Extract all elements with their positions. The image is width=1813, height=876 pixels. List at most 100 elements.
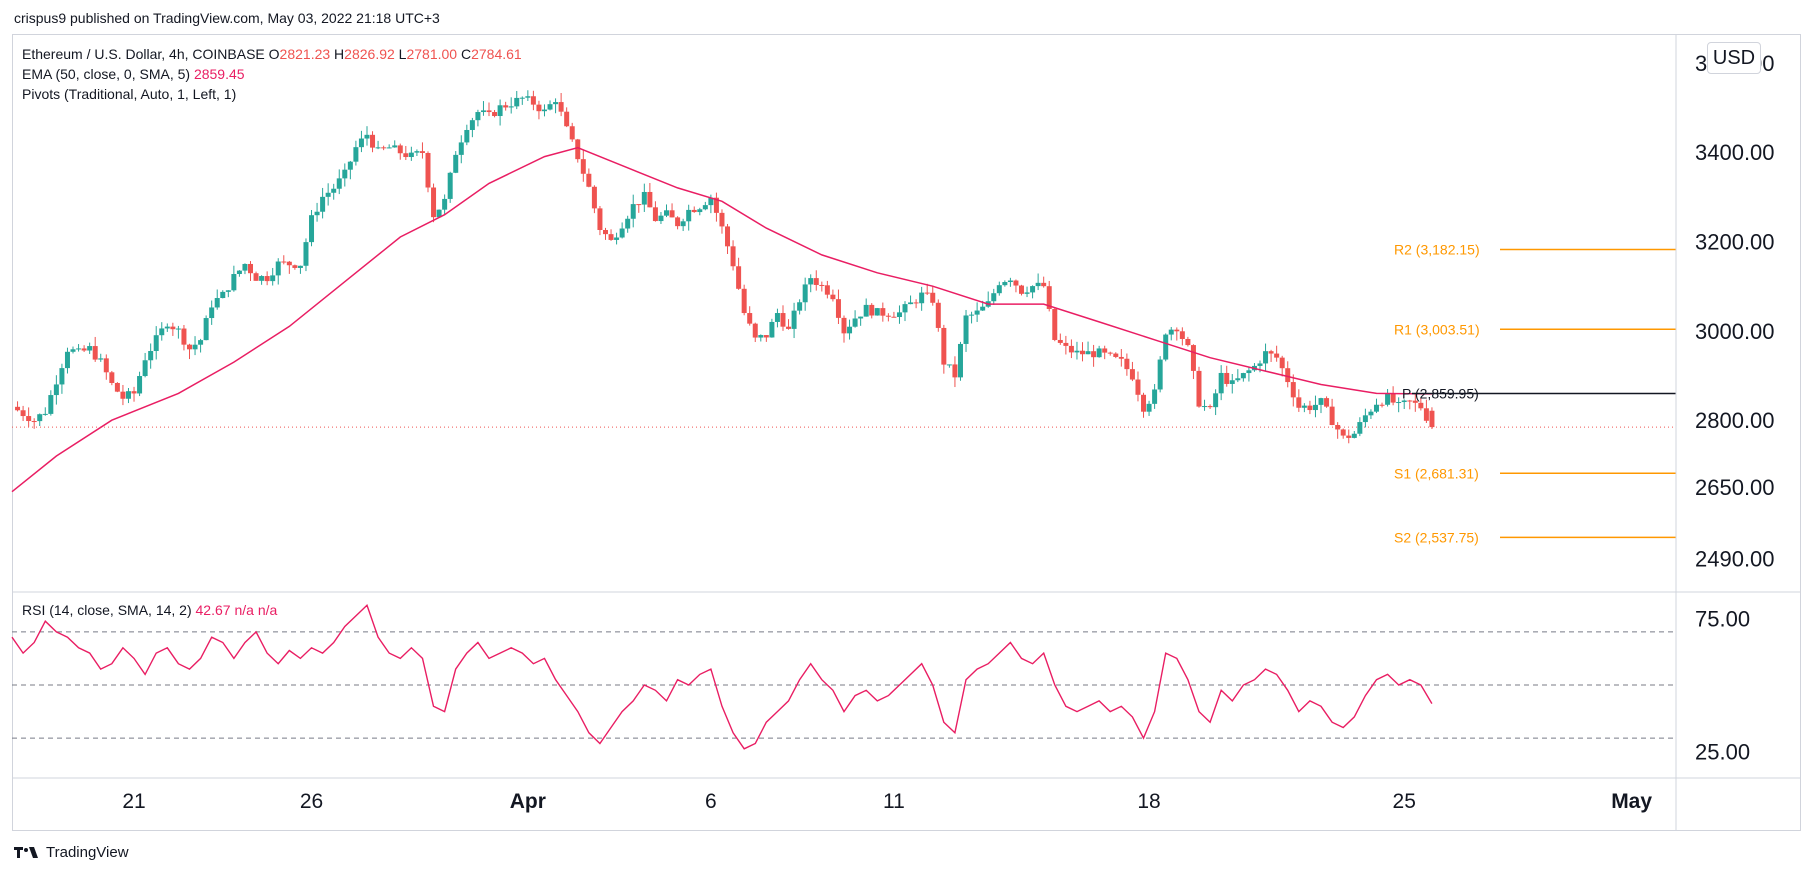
candle-body — [830, 294, 836, 300]
ohlc-o: O2821.23 — [268, 46, 331, 62]
candle-body — [342, 169, 348, 179]
candle-body — [580, 159, 586, 174]
candle-body — [1274, 353, 1280, 358]
pivots-label: Pivots (Traditional, Auto, 1, Left, 1) — [22, 86, 237, 102]
currency-button[interactable]: USD — [1707, 42, 1761, 74]
candle — [691, 206, 697, 213]
footer-brand[interactable]: TradingView — [46, 844, 129, 861]
candle — [1057, 333, 1063, 345]
ema-line — [11, 146, 1432, 493]
candle-body — [186, 344, 192, 350]
candle — [602, 227, 608, 240]
candle — [1080, 342, 1086, 362]
candle — [1396, 397, 1402, 413]
candle-body — [442, 198, 448, 210]
candle — [819, 281, 825, 292]
candle — [935, 299, 941, 332]
candle — [863, 298, 869, 317]
candle-body — [974, 310, 980, 315]
candle-body — [691, 209, 697, 213]
candle-body — [908, 302, 914, 305]
candle — [1324, 396, 1330, 408]
candle — [758, 334, 764, 342]
candle — [924, 283, 930, 296]
candle-body — [153, 335, 159, 351]
candle — [1329, 398, 1335, 426]
candle — [1085, 341, 1091, 355]
candle — [774, 308, 780, 328]
candle-body — [1429, 410, 1435, 428]
candle — [1129, 361, 1135, 382]
candle-body — [347, 161, 353, 170]
candle-body — [791, 310, 797, 329]
candle — [586, 168, 592, 188]
candle — [1346, 429, 1352, 444]
candle-body — [741, 288, 747, 314]
candle-body — [1207, 406, 1213, 408]
candle — [175, 325, 181, 339]
candle-body — [686, 209, 692, 222]
candle — [813, 270, 819, 291]
candle-body — [1351, 433, 1357, 438]
candle-body — [309, 215, 315, 243]
candle — [908, 295, 914, 305]
candle — [547, 100, 553, 111]
candle-body — [480, 110, 486, 113]
candle — [347, 160, 353, 180]
candle-body — [874, 308, 880, 316]
candle-body — [1340, 429, 1346, 436]
candle-body — [930, 292, 936, 303]
candle — [292, 264, 298, 270]
candle-body — [1113, 353, 1119, 357]
candle — [558, 92, 564, 117]
footer: TradingView — [14, 844, 129, 861]
candle-body — [858, 316, 864, 319]
candle-body — [847, 326, 853, 334]
candle — [1418, 397, 1424, 411]
candle-body — [170, 326, 176, 330]
candle — [419, 142, 425, 159]
candle — [569, 122, 575, 142]
candle-body — [1002, 282, 1008, 286]
candle-body — [1174, 329, 1180, 332]
candle — [1240, 372, 1246, 382]
price-tick-label: 2650.00 — [1695, 475, 1775, 500]
candle-body — [447, 172, 453, 199]
candle-body — [1324, 398, 1330, 407]
candle — [270, 267, 276, 286]
candle — [780, 305, 786, 331]
candle — [1035, 273, 1041, 291]
candle-body — [220, 291, 226, 299]
candle — [1301, 403, 1307, 413]
candle — [874, 307, 880, 316]
candle — [248, 261, 254, 281]
rsi-label: RSI (14, close, SMA, 14, 2) — [22, 602, 192, 618]
candle-body — [431, 187, 437, 218]
candle — [847, 319, 853, 340]
candle-body — [76, 348, 82, 350]
candle — [1007, 277, 1013, 287]
candle-body — [358, 138, 364, 148]
candle — [591, 185, 597, 214]
candle-body — [786, 326, 792, 329]
candle-body — [614, 237, 620, 240]
candle-body — [1240, 373, 1246, 379]
candle — [1118, 349, 1124, 367]
candle — [170, 322, 176, 336]
candle — [974, 302, 980, 322]
candle — [730, 240, 736, 271]
candle-body — [702, 205, 708, 210]
candle — [919, 286, 925, 311]
candle-body — [503, 105, 509, 108]
candle-body — [819, 284, 825, 286]
candle — [741, 284, 747, 316]
candle — [309, 209, 315, 247]
price-tick-label: 2800.00 — [1695, 408, 1775, 433]
candle-body — [20, 410, 26, 417]
candle-body — [602, 229, 608, 235]
candle-body — [1390, 393, 1396, 403]
candle — [53, 375, 59, 405]
candle — [475, 109, 481, 127]
candle-body — [824, 285, 830, 295]
